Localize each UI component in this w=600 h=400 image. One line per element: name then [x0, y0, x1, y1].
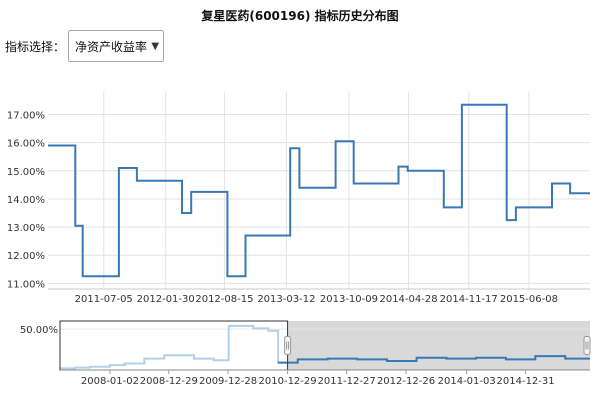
main-y-tick-label: 14.00% [7, 195, 45, 206]
indicator-selector-label: 指标选择： [5, 39, 66, 54]
indicator-select-value: 净资产收益率 [75, 39, 148, 54]
main-y-axis: 17.00% 16.00% 15.00% 14.00% 13.00% 12.00% 11.0… [7, 111, 45, 291]
main-series-line [48, 103, 590, 278]
navigator-x-tick-label: 2008-01-02 [81, 376, 139, 387]
main-y-tick-label: 17.00% [7, 111, 45, 122]
main-x-tick-label: 2014-04-28 [379, 294, 437, 305]
navigator-selected-range[interactable] [287, 321, 590, 370]
navigator-x-tick-label: 2008-12-29 [140, 376, 198, 387]
navigator-frame [59, 320, 591, 371]
navigator-series-line-unselected [60, 324, 288, 370]
navigator-x-tick-label: 2010-12-29 [259, 376, 317, 387]
navigator-x-tick-label: 2014-01-03 [438, 376, 496, 387]
indicator-selector-row: 指标选择： 净资产收益率 ▼ [5, 29, 165, 63]
navigator-selection-group [287, 321, 590, 370]
navigator-series-group [60, 324, 590, 370]
main-y-tick-label: 16.00% [7, 139, 45, 150]
main-y-tick-label: 13.00% [7, 223, 45, 234]
navigator-series-line-selected [278, 355, 590, 364]
navigator-y-axis: 50.00% [20, 325, 58, 336]
main-y-tick-label: 11.00% [7, 279, 45, 290]
navigator-y-tick-label: 50.00% [20, 325, 58, 336]
navigator-x-tick-label: 2011-12-27 [318, 376, 376, 387]
chevron-down-icon: ▼ [151, 40, 160, 52]
navigator-x-tick-label: 2014-12-31 [497, 376, 555, 387]
navigator-right-handle[interactable] [583, 336, 591, 355]
main-x-axis: 2011-07-05 2012-01-30 2012-08-15 2013-03-12… [75, 294, 558, 305]
indicator-select[interactable]: 净资产收益率 ▼ [68, 30, 165, 62]
main-chart-grid [48, 92, 590, 290]
main-x-tick-label: 2013-03-12 [257, 294, 315, 305]
navigator-x-axis: 2008-01-02 2008-12-29 2009-12-28 2010-12-29… [81, 370, 555, 387]
main-x-tick-label: 2011-07-05 [75, 294, 133, 305]
navigator-x-tick-label: 2009-12-28 [199, 376, 257, 387]
main-series-group [48, 103, 590, 278]
main-y-tick-label: 12.00% [7, 251, 45, 262]
main-x-tick-label: 2015-06-08 [500, 294, 558, 305]
main-x-tick-label: 2012-01-30 [137, 294, 195, 305]
main-x-tick-label: 2013-10-09 [320, 294, 378, 305]
navigator-left-handle[interactable] [284, 336, 292, 355]
main-x-tick-label: 2012-08-15 [195, 294, 253, 305]
page-title: 复星医药(600196) 指标历史分布图 [201, 9, 399, 23]
main-x-tick-label: 2014-11-17 [440, 294, 498, 305]
main-y-tick-label: 15.00% [7, 167, 45, 178]
navigator-x-tick-label: 2012-12-26 [377, 376, 435, 387]
